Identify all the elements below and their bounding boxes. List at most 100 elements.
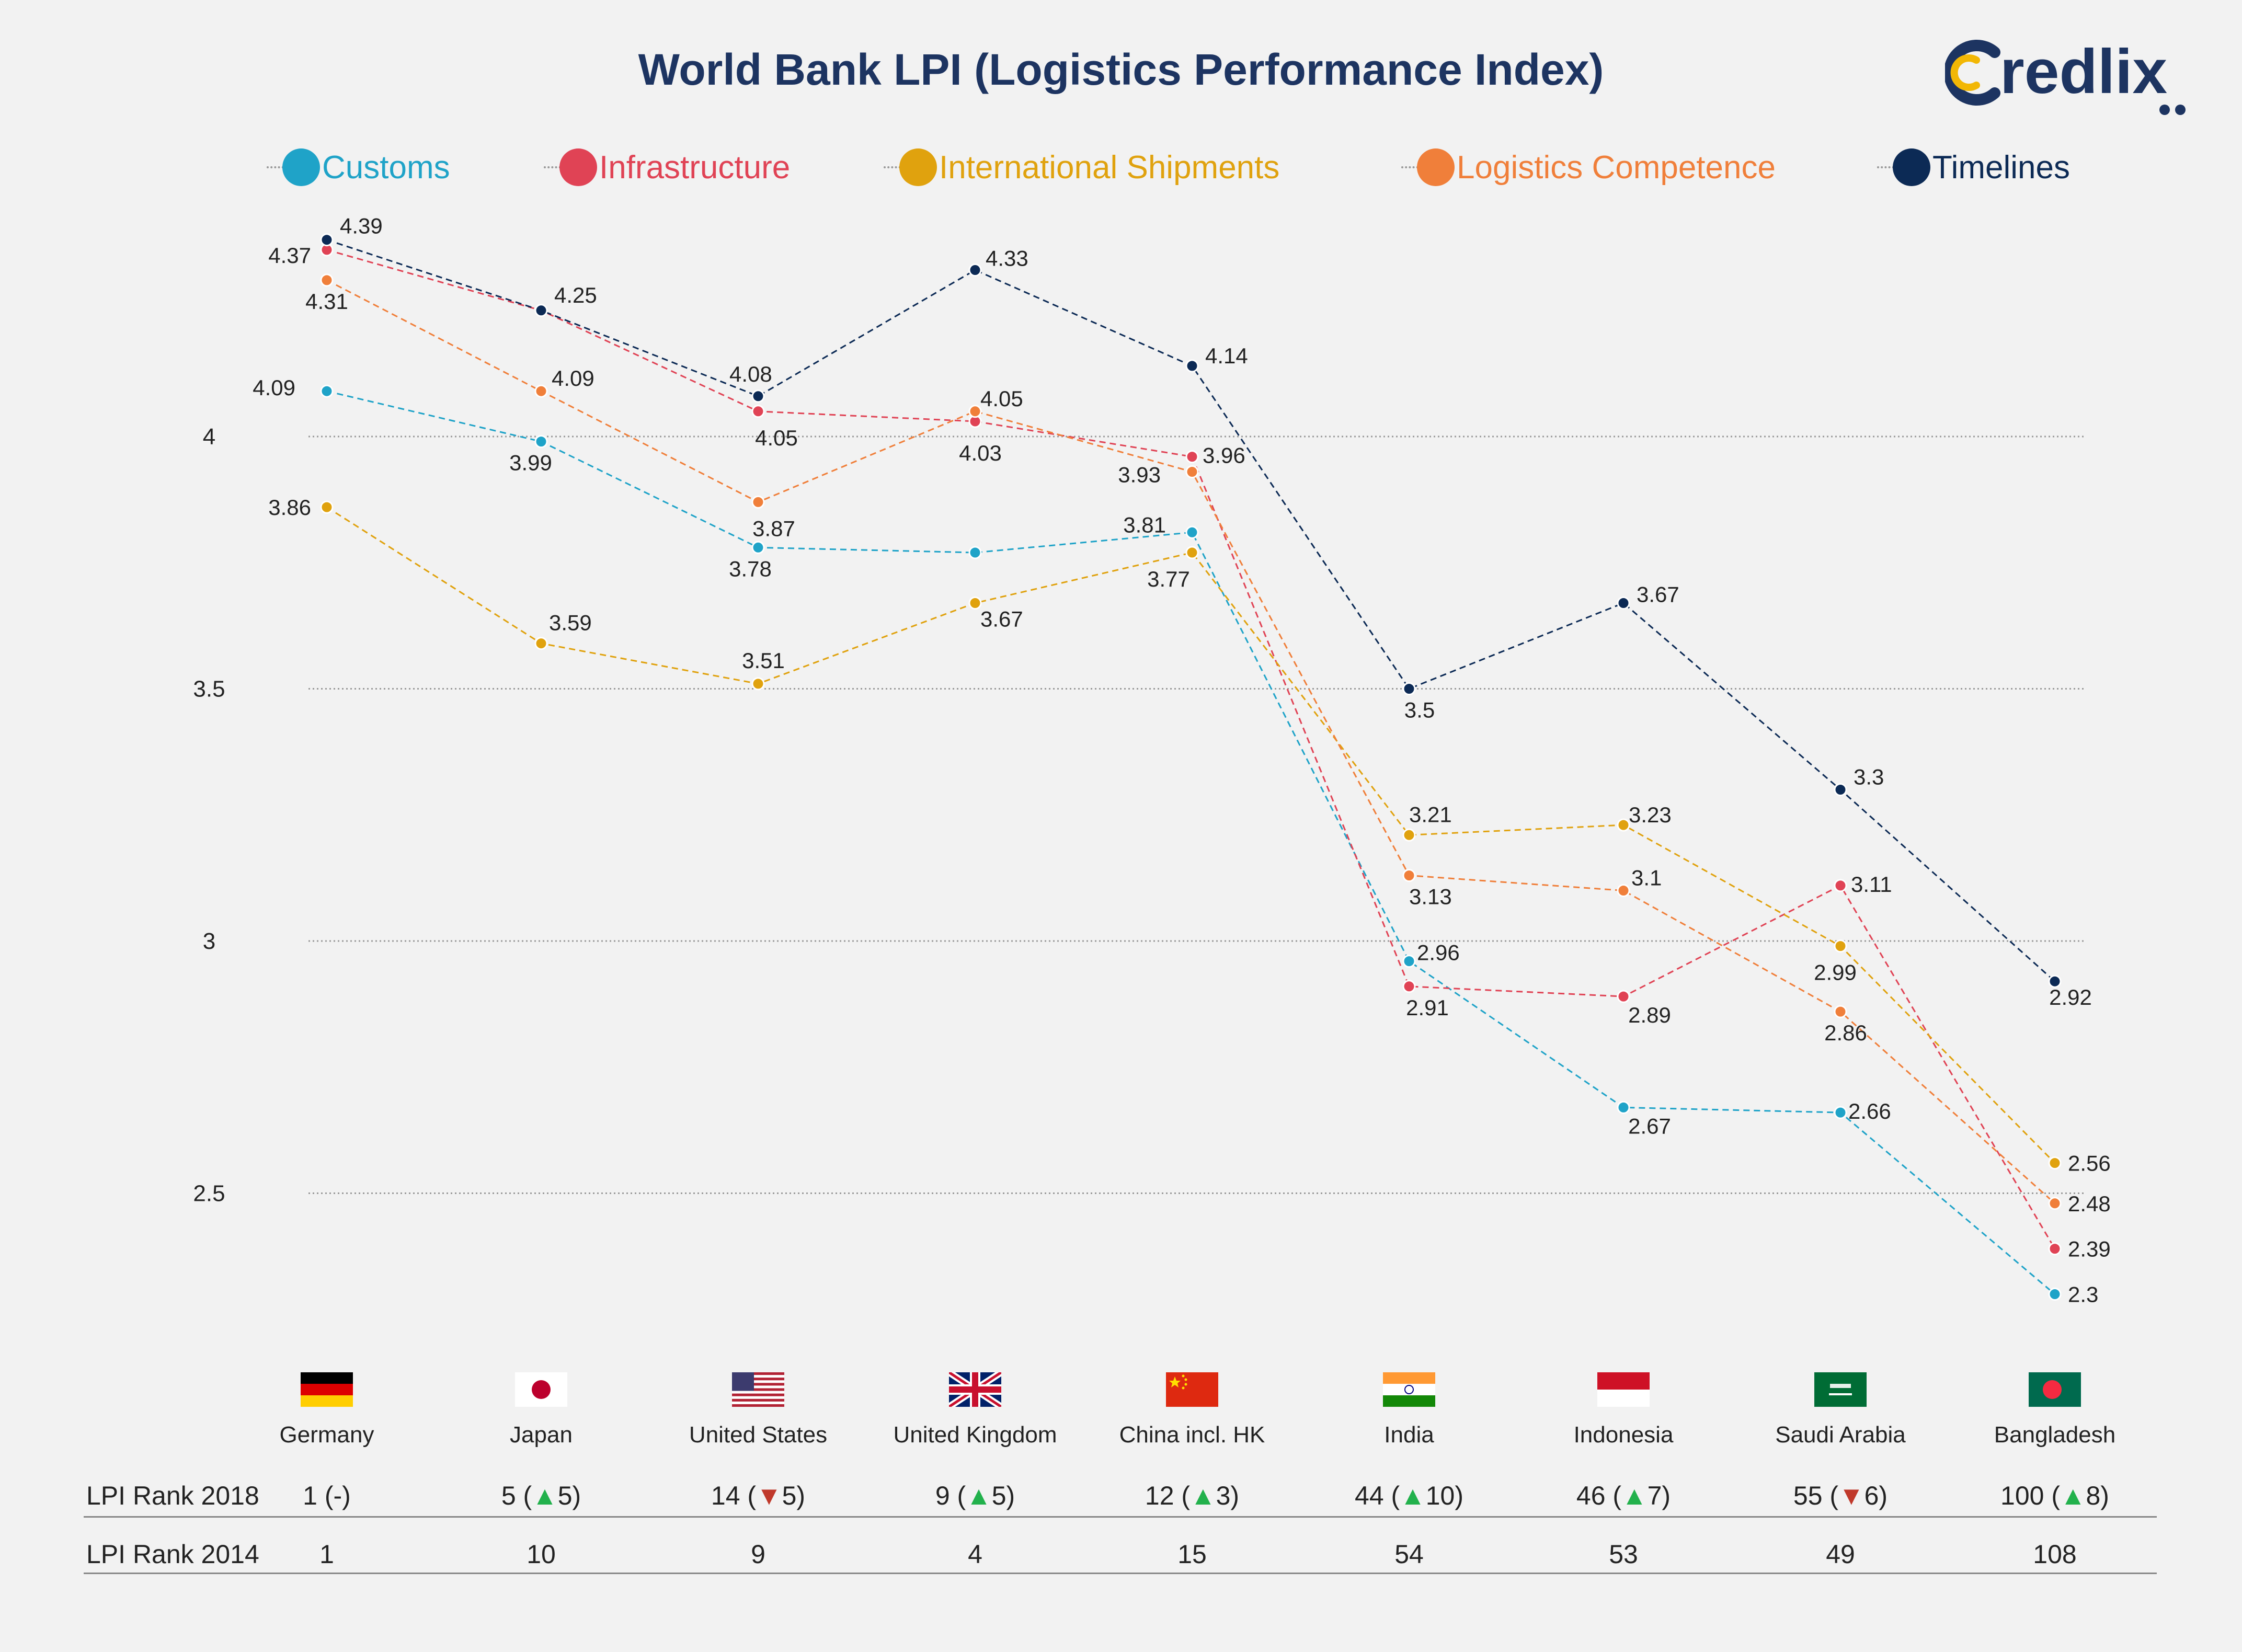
data-point-international-shipments (2048, 1156, 2062, 1170)
data-point-timelines (1185, 359, 1199, 373)
rank-2018-cell: 1 (-) (303, 1481, 351, 1510)
data-label-timelines: 2.92 (2049, 985, 2092, 1009)
legend-label-logistics-competence: Logistics Competence (1457, 149, 1776, 186)
data-label-infrastructure: 4.37 (268, 243, 311, 268)
legend-label-customs: Customs (322, 149, 450, 186)
data-point-customs (2048, 1288, 2062, 1301)
data-point-international-shipments (1185, 546, 1199, 559)
x-tick-label: India (1384, 1422, 1434, 1448)
data-point-timelines (1834, 783, 1847, 796)
legend-label-infrastructure: Infrastructure (599, 149, 791, 186)
data-label-logistics-competence: 3.13 (1409, 885, 1452, 909)
flag-united-states (732, 1372, 784, 1407)
data-label-logistics-competence: 4.05 (980, 386, 1023, 411)
data-label-customs: 2.96 (1417, 940, 1460, 965)
rank-down-icon: ▼ (756, 1481, 782, 1510)
legend-item-timelines[interactable]: Timelines (1877, 141, 2070, 193)
data-point-infrastructure (1617, 990, 1630, 1003)
legend-item-international-shipments[interactable]: International Shipments (884, 141, 1279, 193)
data-label-timelines: 4.08 (729, 362, 772, 386)
rank-2018-label: LPI Rank 2018 (86, 1481, 259, 1510)
data-point-timelines (968, 263, 982, 277)
data-label-customs: 2.66 (1848, 1099, 1891, 1123)
flag-saudi-arabia (1814, 1372, 1867, 1407)
data-label-timelines: 4.33 (986, 246, 1028, 271)
data-point-logistics-competence (968, 405, 982, 418)
legend-item-logistics-competence[interactable]: Logistics Competence (1401, 141, 1776, 193)
data-point-timelines (320, 233, 334, 247)
data-label-customs: 3.78 (729, 556, 772, 581)
data-point-customs (1617, 1100, 1630, 1114)
flag-japan (515, 1372, 567, 1407)
data-point-timelines (1402, 682, 1416, 695)
chart-legend: Customs Infrastructure International Shi… (0, 141, 2242, 193)
x-tick-label: Germany (279, 1422, 374, 1448)
rank-2014-cell: 53 (1609, 1540, 1638, 1569)
data-label-infrastructure: 3.96 (1203, 443, 1245, 468)
rank-up-icon: ▲ (966, 1481, 992, 1510)
data-point-timelines (2048, 974, 2062, 988)
data-label-timelines: 4.39 (340, 214, 383, 238)
data-label-timelines: 4.14 (1205, 343, 1248, 368)
legend-label-timelines: Timelines (1932, 149, 2070, 186)
data-label-logistics-competence: 2.48 (2068, 1191, 2111, 1216)
data-point-timelines (751, 389, 765, 403)
data-label-infrastructure: 4.05 (755, 426, 798, 450)
data-label-international-shipments: 3.21 (1409, 802, 1452, 827)
data-point-logistics-competence (2048, 1197, 2062, 1210)
rank-2018-cell: 46 (▲7) (1576, 1481, 1671, 1510)
legend-item-infrastructure[interactable]: Infrastructure (544, 141, 790, 193)
rank-2014-cell: 4 (968, 1540, 982, 1569)
data-label-international-shipments: 3.23 (1629, 802, 1672, 827)
y-tick-label: 3.5 (193, 676, 225, 702)
data-point-customs (968, 546, 982, 559)
data-point-logistics-competence (1185, 465, 1199, 478)
x-tick-label: United Kingdom (893, 1422, 1057, 1448)
data-label-logistics-competence: 4.31 (305, 289, 348, 314)
series-line-international-shipments (326, 506, 2056, 1164)
data-point-international-shipments (1834, 939, 1847, 953)
legend-label-international-shipments: International Shipments (939, 149, 1280, 186)
data-label-international-shipments: 2.99 (1814, 960, 1857, 985)
data-label-infrastructure: 2.91 (1406, 995, 1449, 1020)
data-point-infrastructure (2048, 1242, 2062, 1256)
x-tick-label: Bangladesh (1994, 1422, 2116, 1448)
rank-2014-cell: 15 (1177, 1540, 1207, 1569)
rank-2018-cell: 14 (▼5) (711, 1481, 806, 1510)
series-line-customs (326, 390, 2055, 1295)
data-label-international-shipments: 2.56 (2068, 1151, 2111, 1176)
rank-up-icon: ▲ (1621, 1481, 1648, 1510)
flag-china-incl-hk (1166, 1372, 1218, 1407)
credlix-logo: redlix (1945, 37, 2186, 115)
rank-2014-cell: 1 (319, 1540, 334, 1569)
rank-2014-cell: 9 (751, 1540, 765, 1569)
rank-2014-label: LPI Rank 2014 (86, 1540, 259, 1569)
data-point-international-shipments (751, 677, 765, 691)
data-point-infrastructure (1402, 980, 1416, 993)
rank-down-icon: ▼ (1838, 1481, 1864, 1510)
legend-item-customs[interactable]: Customs (267, 141, 450, 193)
data-label-timelines: 4.25 (554, 283, 597, 307)
flag-india (1383, 1372, 1435, 1407)
data-label-international-shipments: 3.77 (1147, 567, 1190, 591)
data-point-customs (1834, 1106, 1847, 1119)
rank-2014-cell: 10 (527, 1540, 556, 1569)
flag-bangladesh (2029, 1372, 2081, 1407)
data-point-infrastructure (1185, 450, 1199, 464)
data-point-customs (534, 435, 548, 449)
legend-swatch-international-shipments (899, 148, 937, 186)
data-point-international-shipments (968, 596, 982, 610)
data-point-customs (320, 384, 334, 398)
data-label-logistics-competence: 3.93 (1118, 463, 1161, 487)
data-label-timelines: 3.5 (1404, 698, 1435, 722)
rank-2014-cell: 108 (2033, 1540, 2077, 1569)
data-point-timelines (1617, 596, 1630, 610)
data-point-infrastructure (1834, 879, 1847, 892)
x-tick-label: Saudi Arabia (1775, 1422, 1906, 1448)
x-tick-label: Japan (510, 1422, 573, 1448)
data-label-logistics-competence: 3.1 (1631, 866, 1662, 890)
data-point-logistics-competence (320, 273, 334, 287)
data-point-international-shipments (534, 637, 548, 650)
